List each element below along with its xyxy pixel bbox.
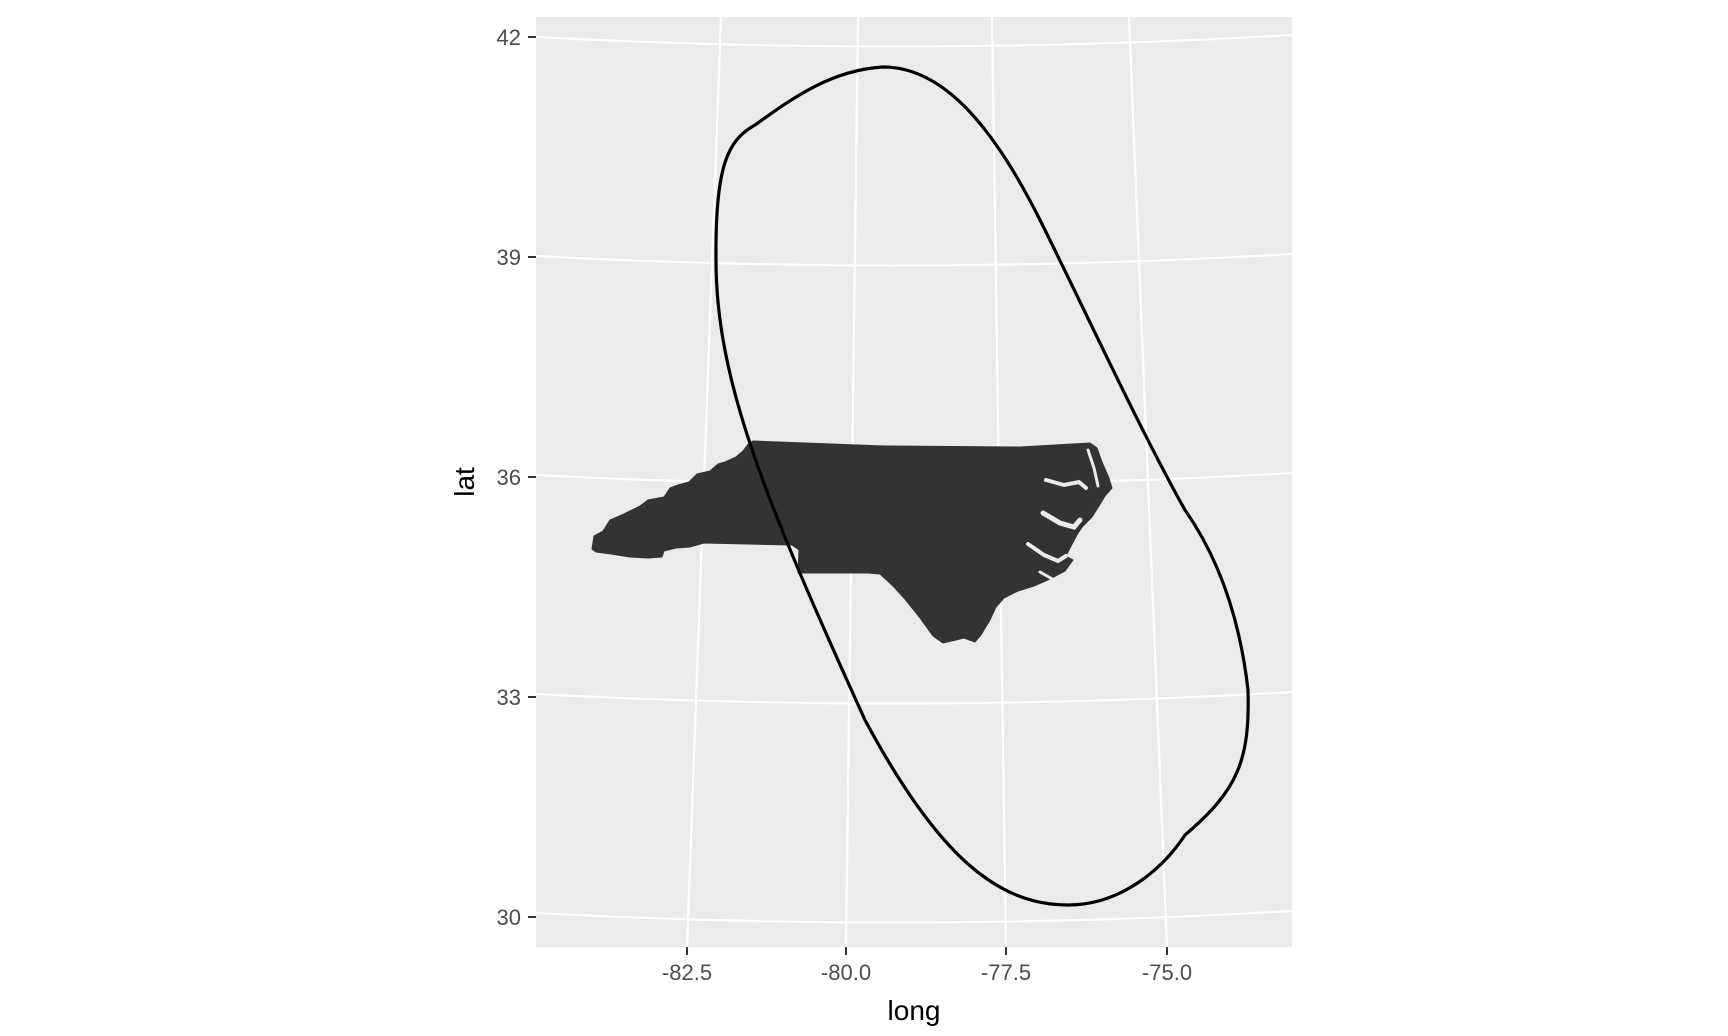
- gridline-lat-39: [535, 252, 1293, 267]
- gridline-long-75.0: [1127, 16, 1169, 948]
- y-tick-label: 33: [497, 685, 521, 710]
- roanoke-inlet: [1086, 448, 1100, 488]
- neuse-river: [1026, 542, 1068, 564]
- coastal-creek: [1038, 570, 1056, 582]
- y-tick-label: 36: [497, 465, 521, 490]
- x-tick-label: -82.5: [662, 960, 712, 985]
- x-axis: [686, 947, 1168, 955]
- gridline-lat-30: [535, 909, 1293, 924]
- gridline-lat-33: [535, 690, 1293, 705]
- y-tick-label: 30: [497, 905, 521, 930]
- albemarle-sound: [1044, 478, 1088, 490]
- coastal-inlets: [1026, 448, 1100, 582]
- north-carolina-shape: [591, 440, 1113, 644]
- y-tick-label: 42: [497, 25, 521, 50]
- x-tick-label: -80.0: [821, 960, 871, 985]
- y-tick-label: 39: [497, 245, 521, 270]
- pamlico-river: [1040, 510, 1083, 530]
- gridline-lat-42: [535, 33, 1293, 48]
- x-tick-label: -77.5: [981, 960, 1031, 985]
- y-axis-title: lat: [449, 467, 480, 497]
- x-axis-title: long: [888, 995, 941, 1026]
- outline-shape: [714, 65, 1250, 907]
- y-axis: [528, 36, 536, 918]
- x-tick-label: -75.0: [1142, 960, 1192, 985]
